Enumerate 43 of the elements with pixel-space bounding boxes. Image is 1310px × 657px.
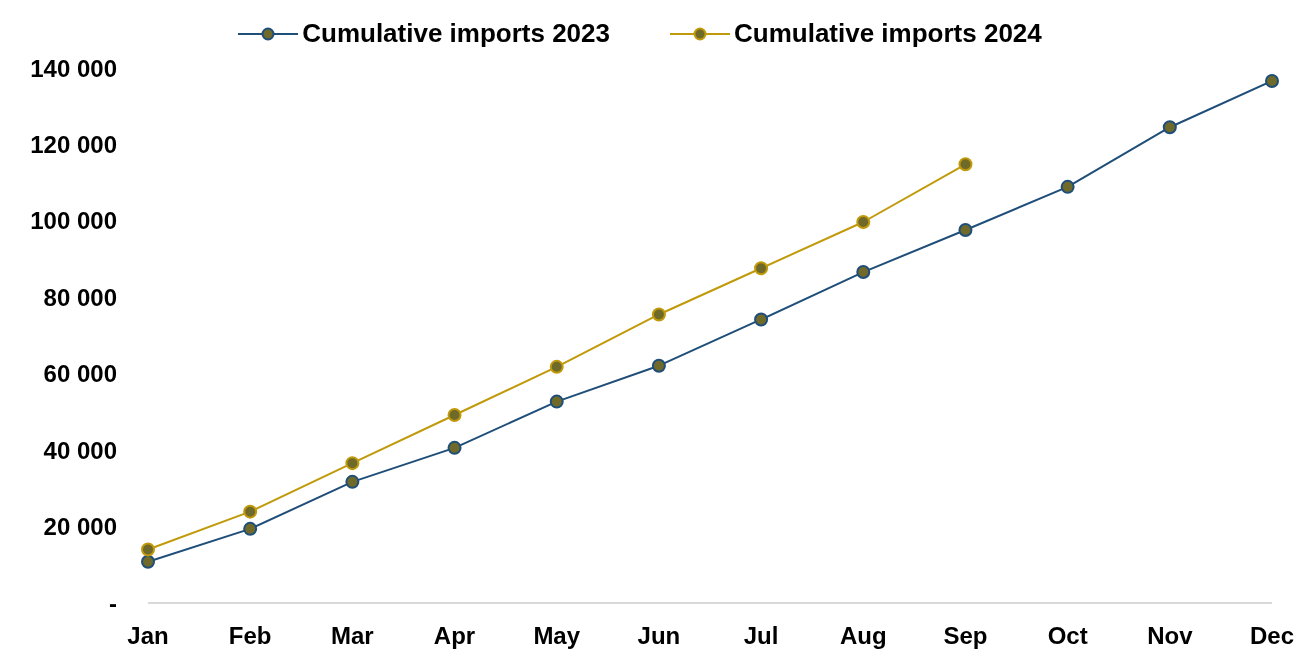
point (549, 359, 564, 374)
y-tick-label: 60 000 (43, 360, 117, 388)
y-tick-label: 140 000 (30, 54, 117, 82)
legend-label: Cumulative imports 2024 (734, 18, 1042, 49)
x-tick-label: Apr (433, 622, 476, 650)
y-tick-label: 120 000 (30, 130, 117, 158)
point (856, 215, 871, 229)
x-tick-label: May (533, 622, 581, 650)
x-tick-label: Aug (839, 622, 887, 650)
point (651, 307, 666, 322)
point (549, 394, 564, 409)
x-tick-label: Oct (1047, 622, 1088, 650)
point (141, 542, 155, 557)
x-tick-label: Jan (127, 622, 169, 650)
point (141, 554, 155, 569)
y-tick-label: 20 000 (43, 513, 117, 541)
x-tick-label: Sep (943, 622, 988, 650)
legend-label: Cumulative imports 2023 (302, 18, 610, 49)
point (651, 358, 666, 373)
point (447, 440, 462, 455)
y-tick-label: - (109, 589, 117, 617)
y-tick-label: 80 000 (43, 283, 117, 311)
point (345, 456, 360, 471)
point (1265, 73, 1279, 88)
x-tick-label: Nov (1147, 622, 1194, 650)
point (754, 312, 769, 327)
point (243, 521, 258, 536)
point (1060, 179, 1075, 194)
x-tick-label: Feb (228, 622, 272, 650)
x-tick-label: Dec (1249, 622, 1295, 650)
point (243, 504, 258, 519)
point (856, 265, 871, 280)
point (1162, 120, 1177, 135)
x-tick-label: Jul (743, 622, 779, 650)
point (958, 223, 973, 238)
point (754, 261, 769, 276)
x-tick-label: Jun (637, 622, 681, 650)
x-tick-label: Mar (331, 622, 374, 650)
y-tick-label: 40 000 (43, 436, 117, 464)
point (345, 474, 360, 489)
y-tick-label: 100 000 (30, 207, 117, 235)
point (958, 157, 973, 172)
point (447, 407, 462, 422)
